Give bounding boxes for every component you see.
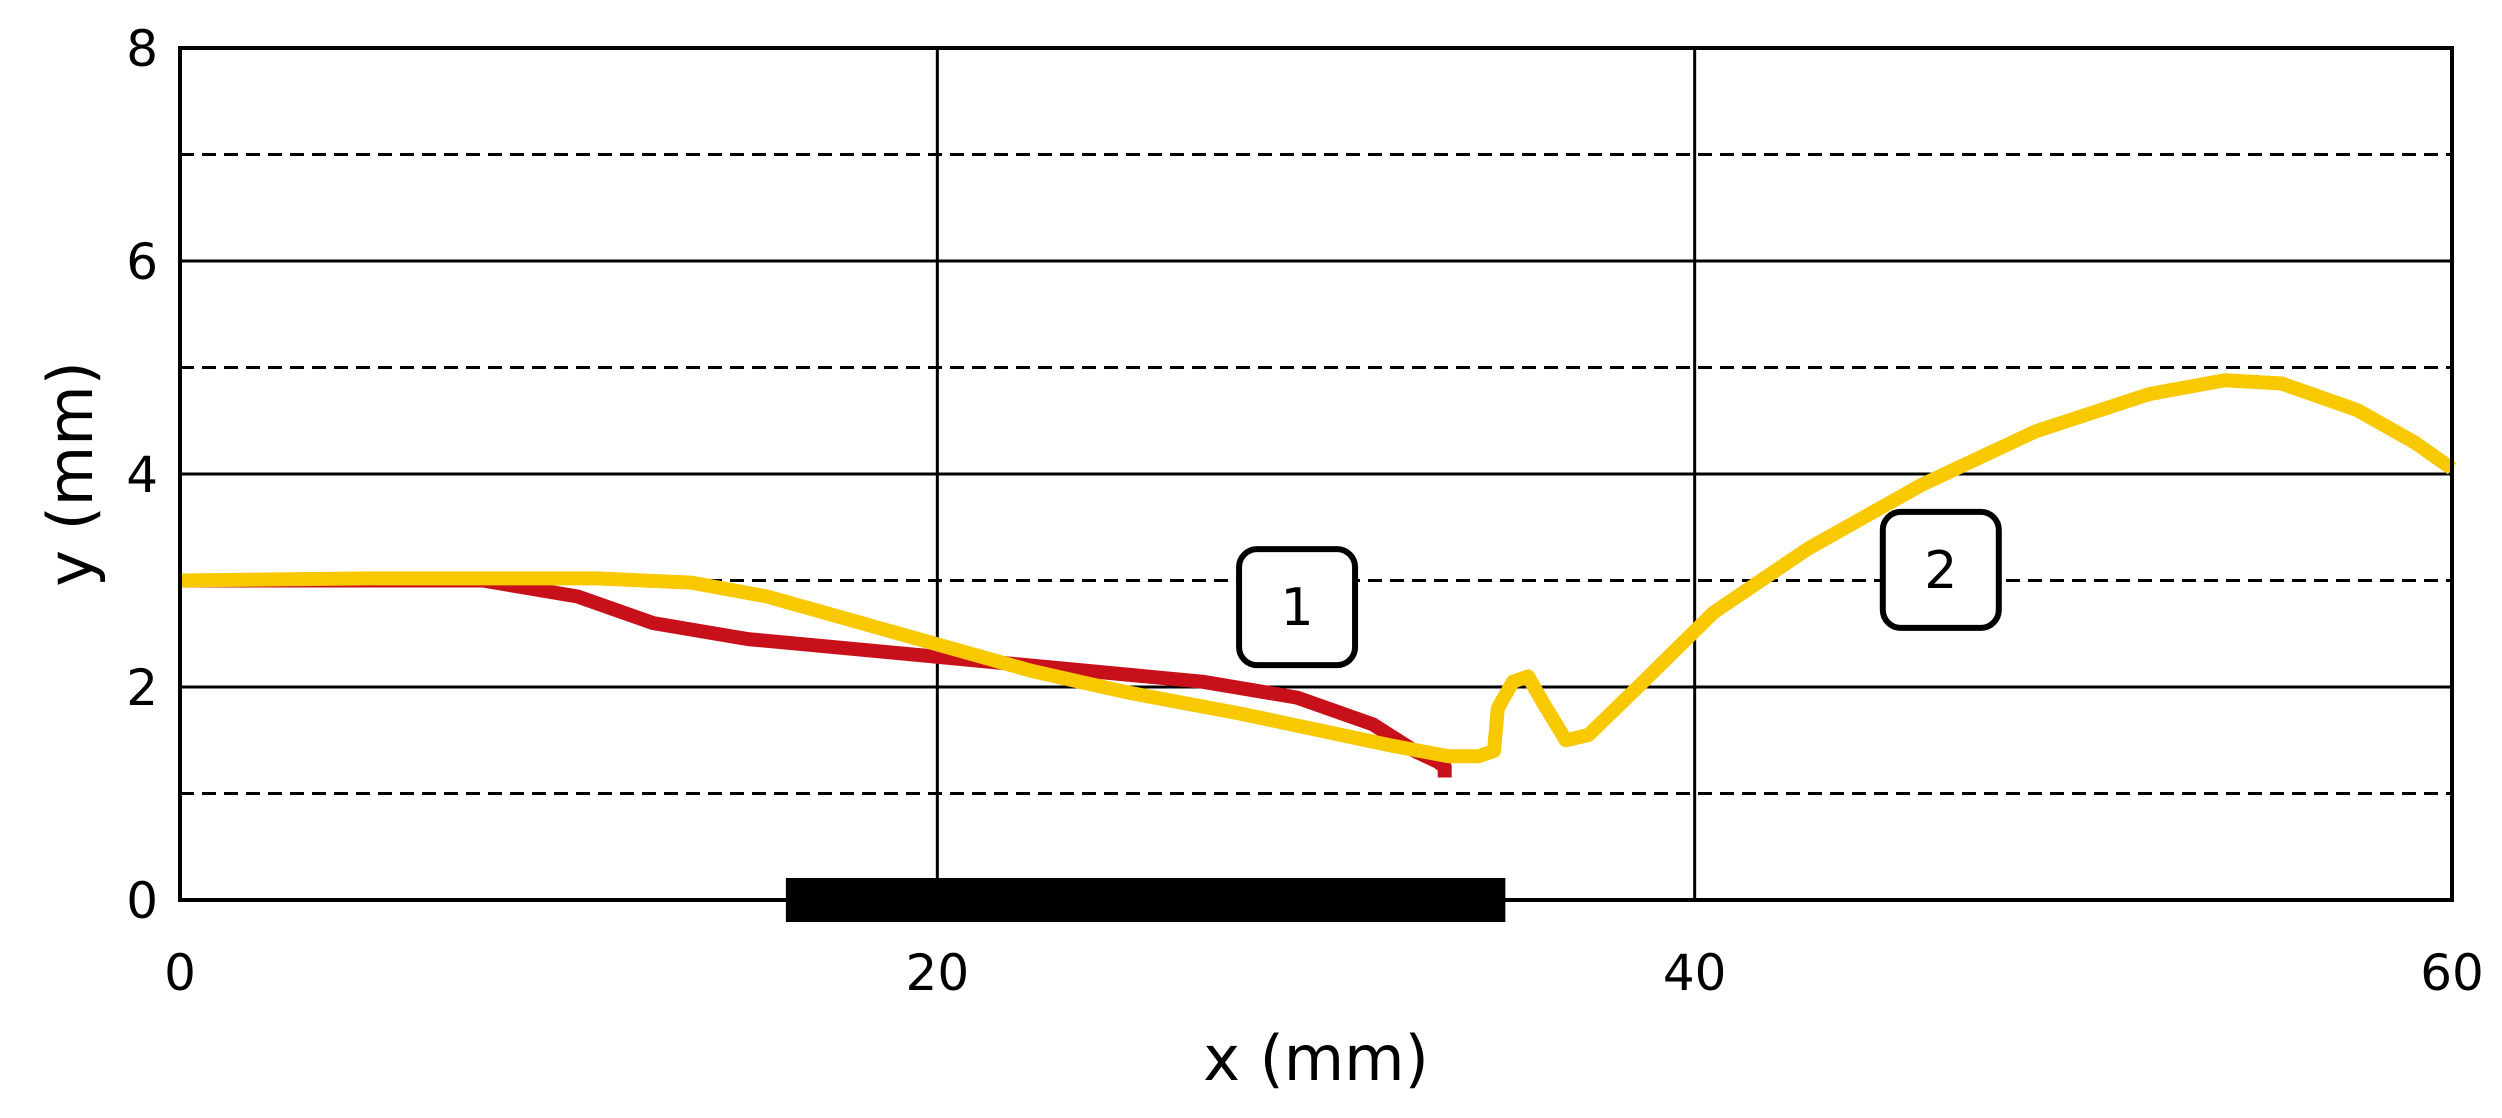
y-tick-label: 8	[126, 20, 158, 78]
y-tick-label: 0	[126, 872, 158, 930]
x-tick-label: 40	[1663, 944, 1727, 1002]
callout-label: 2	[1924, 541, 1957, 601]
x-tick-label: 20	[906, 944, 970, 1002]
grid-lines	[180, 48, 2452, 900]
callout-box	[1236, 546, 1359, 669]
x-tick-label: 60	[2420, 944, 2484, 1002]
y-tick-label: 4	[126, 446, 158, 504]
callout-2: 2	[1879, 508, 2002, 631]
y-axis-title: y (mm)	[34, 361, 107, 587]
data-series	[179, 373, 2457, 778]
annotations: 12	[1236, 508, 2002, 669]
callout-box	[1879, 508, 2002, 631]
x-axis-title: x (mm)	[1203, 1022, 1429, 1095]
callout-1: 1	[1236, 546, 1359, 669]
x-tick-label: 0	[164, 944, 196, 1002]
y-tick-label: 6	[126, 233, 158, 291]
callout-label: 1	[1281, 578, 1314, 638]
plot-frame	[178, 46, 2454, 902]
tick-labels: 0 20 40 60 0 2 4 6 8	[126, 20, 2484, 1002]
y-tick-label: 2	[126, 659, 158, 717]
series-line-2	[179, 373, 2457, 764]
